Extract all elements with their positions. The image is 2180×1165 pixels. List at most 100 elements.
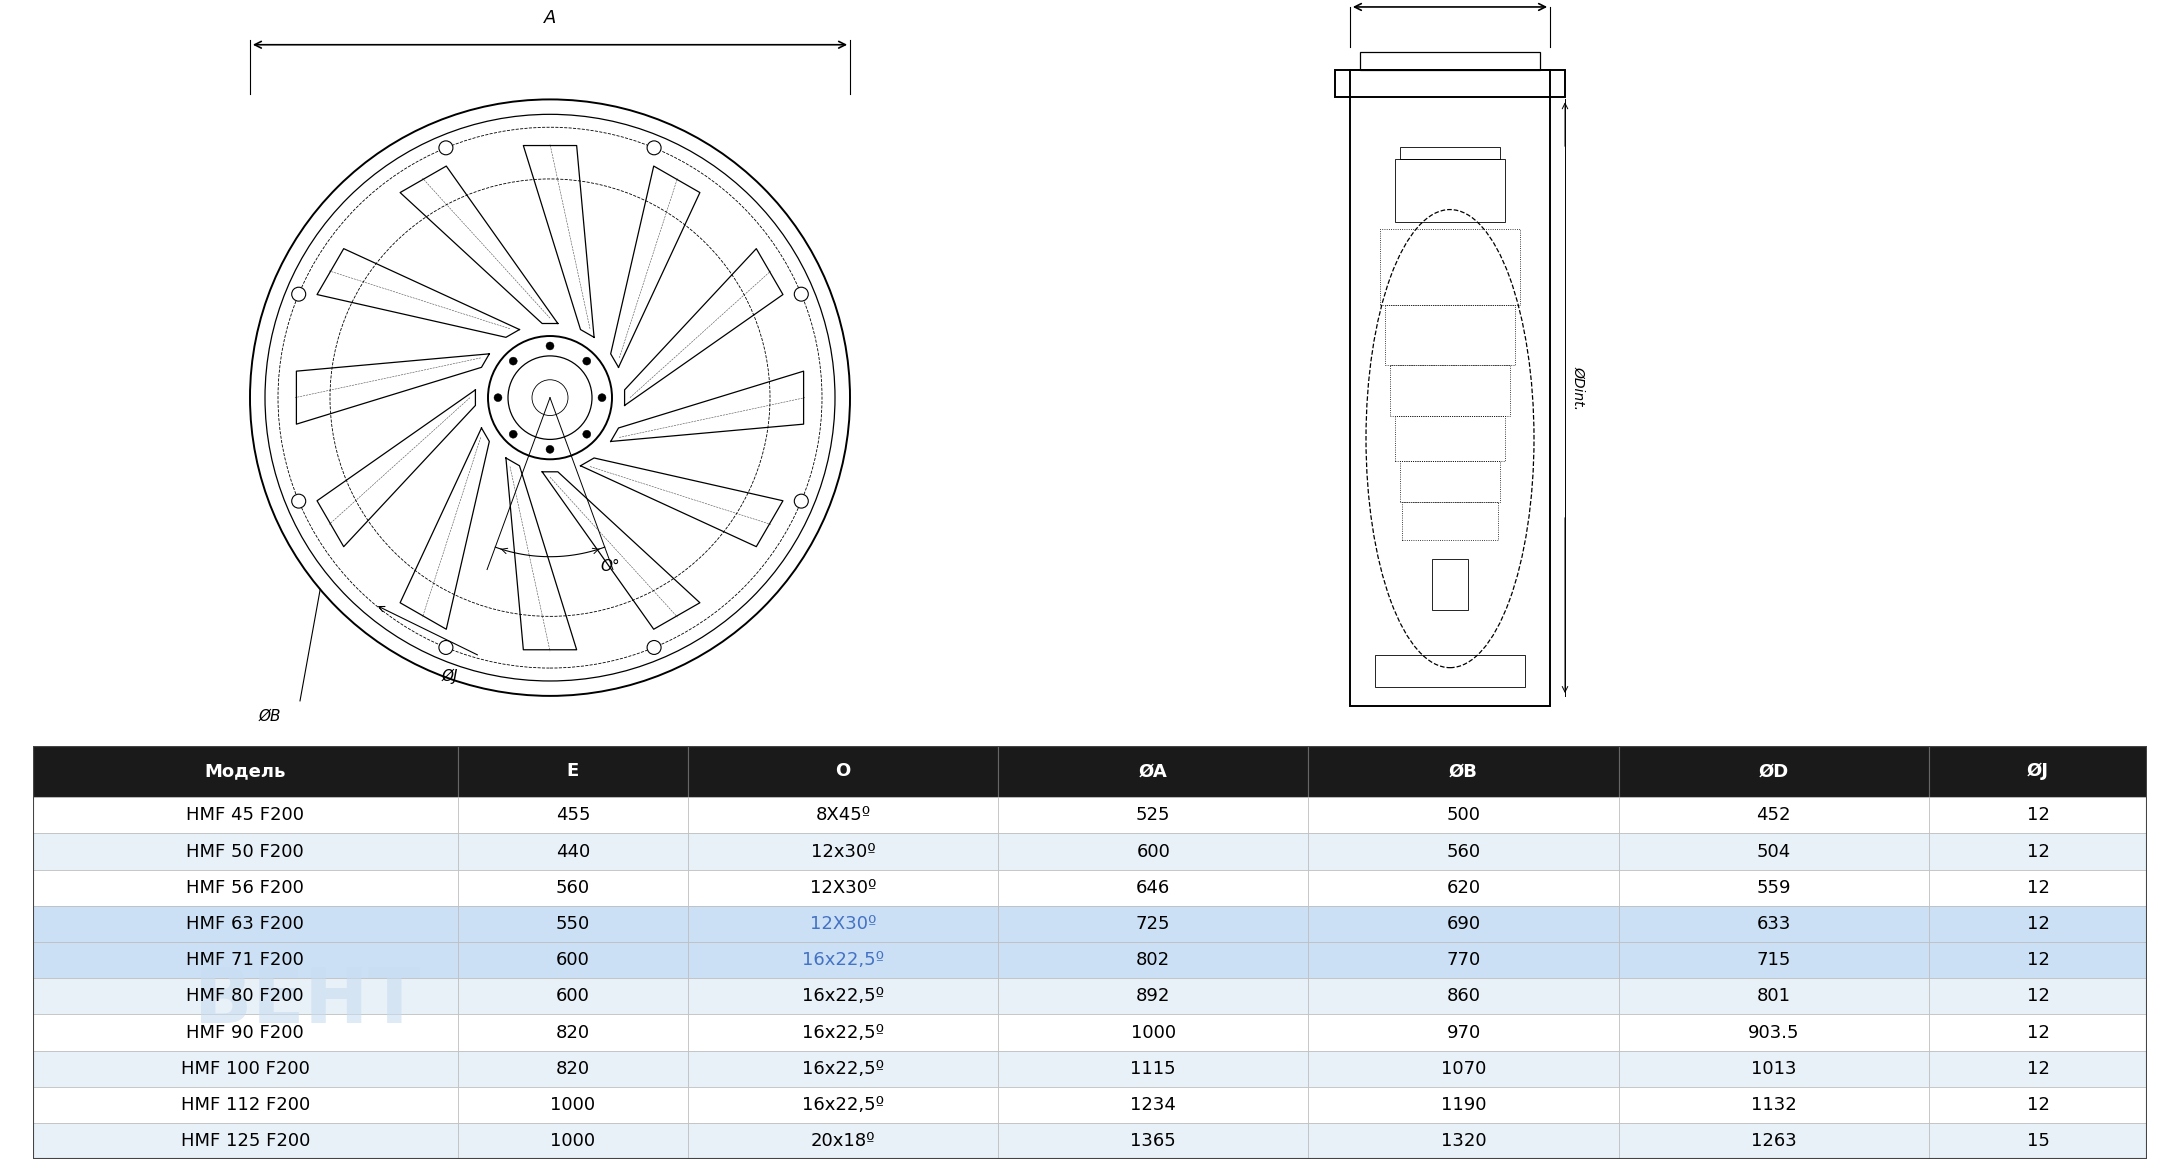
Bar xyxy=(1308,942,1618,979)
Circle shape xyxy=(647,141,661,155)
Text: 600: 600 xyxy=(556,951,591,969)
Text: ØJ: ØJ xyxy=(2027,762,2049,781)
Bar xyxy=(1620,833,1929,869)
Circle shape xyxy=(582,430,591,438)
Bar xyxy=(33,906,458,942)
Bar xyxy=(1929,942,2147,979)
Text: 16x22,5º: 16x22,5º xyxy=(802,1096,883,1114)
Bar xyxy=(1929,746,2147,797)
Bar xyxy=(1391,366,1511,416)
Bar xyxy=(998,833,1308,869)
Bar xyxy=(33,942,458,979)
Bar xyxy=(687,869,998,906)
Circle shape xyxy=(582,358,591,365)
Text: ØJ: ØJ xyxy=(443,669,458,684)
Text: 1013: 1013 xyxy=(1751,1060,1796,1078)
Text: 12: 12 xyxy=(2027,1060,2049,1078)
Bar xyxy=(458,833,687,869)
Text: 12: 12 xyxy=(2027,842,2049,861)
Text: 646: 646 xyxy=(1136,878,1171,897)
Bar xyxy=(687,1087,998,1123)
Text: 1070: 1070 xyxy=(1441,1060,1487,1078)
Bar xyxy=(458,906,687,942)
Text: E: E xyxy=(567,762,580,781)
Circle shape xyxy=(495,394,501,402)
Text: 560: 560 xyxy=(1448,842,1480,861)
Circle shape xyxy=(510,358,517,365)
Text: 12: 12 xyxy=(2027,915,2049,933)
Bar xyxy=(33,1123,458,1159)
Text: ØA: ØA xyxy=(1138,762,1168,781)
Text: 770: 770 xyxy=(1445,951,1480,969)
Bar xyxy=(458,1123,687,1159)
Text: A: A xyxy=(543,9,556,27)
Circle shape xyxy=(597,394,606,402)
Text: 12: 12 xyxy=(2027,951,2049,969)
Bar xyxy=(1400,461,1500,502)
Bar xyxy=(458,979,687,1015)
Text: 16x22,5º: 16x22,5º xyxy=(802,1060,883,1078)
Circle shape xyxy=(438,141,453,155)
Bar xyxy=(1308,746,1618,797)
Bar xyxy=(998,906,1308,942)
Text: 892: 892 xyxy=(1136,987,1171,1005)
Text: 600: 600 xyxy=(1136,842,1171,861)
Text: 15: 15 xyxy=(2027,1132,2049,1150)
Text: Модель: Модель xyxy=(205,762,286,781)
Bar xyxy=(1395,158,1504,223)
Bar xyxy=(687,1123,998,1159)
Bar xyxy=(1334,70,1565,98)
Text: 970: 970 xyxy=(1445,1024,1480,1042)
Bar xyxy=(998,942,1308,979)
Text: 633: 633 xyxy=(1757,915,1792,933)
Text: 500: 500 xyxy=(1448,806,1480,825)
Text: HMF 50 F200: HMF 50 F200 xyxy=(187,842,305,861)
Bar xyxy=(687,942,998,979)
Bar xyxy=(998,869,1308,906)
Bar xyxy=(1620,869,1929,906)
Bar xyxy=(1349,70,1550,706)
Text: 525: 525 xyxy=(1136,806,1171,825)
Bar xyxy=(1929,833,2147,869)
Text: 1320: 1320 xyxy=(1441,1132,1487,1150)
Bar xyxy=(458,1015,687,1051)
Text: 504: 504 xyxy=(1757,842,1792,861)
Text: 820: 820 xyxy=(556,1024,591,1042)
Bar xyxy=(1384,305,1515,366)
Text: 12: 12 xyxy=(2027,1024,2049,1042)
Text: 12: 12 xyxy=(2027,987,2049,1005)
Text: 725: 725 xyxy=(1136,915,1171,933)
Bar xyxy=(458,869,687,906)
Text: ВЕНТ: ВЕНТ xyxy=(194,965,421,1039)
Circle shape xyxy=(794,288,809,301)
Text: 690: 690 xyxy=(1448,915,1480,933)
Bar xyxy=(998,1087,1308,1123)
Bar xyxy=(998,1015,1308,1051)
Text: 12X30º: 12X30º xyxy=(809,878,876,897)
Circle shape xyxy=(545,343,554,350)
Bar xyxy=(1360,51,1539,70)
Bar xyxy=(1308,869,1618,906)
Bar xyxy=(458,746,687,797)
Bar xyxy=(1308,797,1618,833)
Bar xyxy=(33,1051,458,1087)
Bar xyxy=(1432,559,1467,610)
Bar xyxy=(687,1015,998,1051)
Bar xyxy=(687,979,998,1015)
Text: 620: 620 xyxy=(1448,878,1480,897)
Text: HMF 80 F200: HMF 80 F200 xyxy=(187,987,305,1005)
Text: 20x18º: 20x18º xyxy=(811,1132,874,1150)
Bar xyxy=(1929,906,2147,942)
Bar xyxy=(1929,1087,2147,1123)
Text: 455: 455 xyxy=(556,806,591,825)
Circle shape xyxy=(794,494,809,508)
Circle shape xyxy=(647,641,661,655)
Text: 860: 860 xyxy=(1448,987,1480,1005)
Bar xyxy=(1620,906,1929,942)
Bar xyxy=(33,746,458,797)
Text: ØB: ØB xyxy=(1450,762,1478,781)
Bar xyxy=(687,797,998,833)
Bar xyxy=(1308,906,1618,942)
Bar xyxy=(1376,655,1526,686)
Bar xyxy=(998,746,1308,797)
